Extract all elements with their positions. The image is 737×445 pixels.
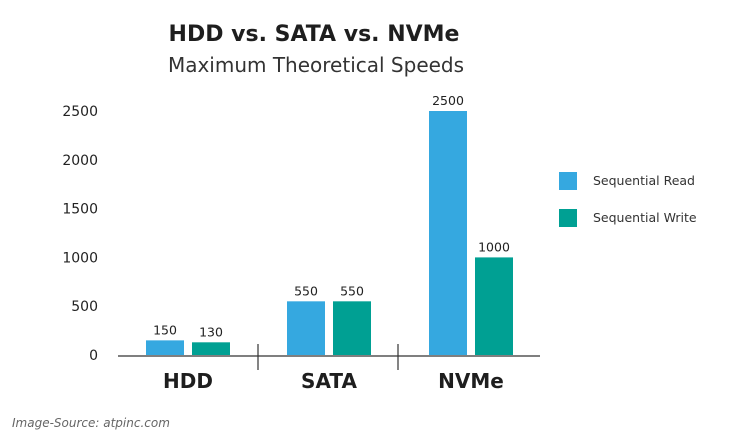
- y-tick-label: 0: [89, 348, 98, 364]
- legend-label: Sequential Write: [593, 210, 697, 225]
- bar-sata-read: [287, 301, 325, 355]
- y-tick-label: 2500: [62, 104, 98, 120]
- data-label: 1000: [478, 239, 510, 254]
- y-tick-label: 1000: [62, 250, 98, 266]
- chart-title: HDD vs. SATA vs. NVMe: [169, 22, 460, 47]
- image-source-caption: Image-Source: atpinc.com: [12, 416, 170, 430]
- legend-swatch: [559, 209, 577, 227]
- bars: 150 130 550 550 2500 1000: [146, 93, 513, 355]
- data-label: 150: [153, 322, 177, 337]
- category-label: NVMe: [438, 369, 504, 393]
- data-label: 550: [294, 283, 318, 298]
- legend: Sequential Read Sequential Write: [559, 172, 697, 227]
- bar-hdd-read: [146, 340, 184, 355]
- data-label: 550: [340, 283, 364, 298]
- category-label: HDD: [163, 369, 213, 393]
- bar-hdd-write: [192, 342, 230, 355]
- data-label: 130: [199, 324, 223, 339]
- bar-sata-write: [333, 301, 371, 355]
- chart-subtitle: Maximum Theoretical Speeds: [168, 53, 464, 77]
- bar-nvme-write: [475, 257, 513, 355]
- category-label: SATA: [301, 369, 357, 393]
- y-tick-label: 500: [71, 299, 98, 315]
- y-tick-labels: 0 500 1000 1500 2000 2500: [62, 104, 98, 364]
- legend-label: Sequential Read: [593, 173, 695, 188]
- y-tick-label: 1500: [62, 202, 98, 218]
- legend-swatch: [559, 172, 577, 190]
- bar-nvme-read: [429, 111, 467, 355]
- y-tick-label: 2000: [62, 153, 98, 169]
- category-labels: HDD SATA NVMe: [163, 344, 504, 393]
- data-label: 2500: [432, 93, 464, 108]
